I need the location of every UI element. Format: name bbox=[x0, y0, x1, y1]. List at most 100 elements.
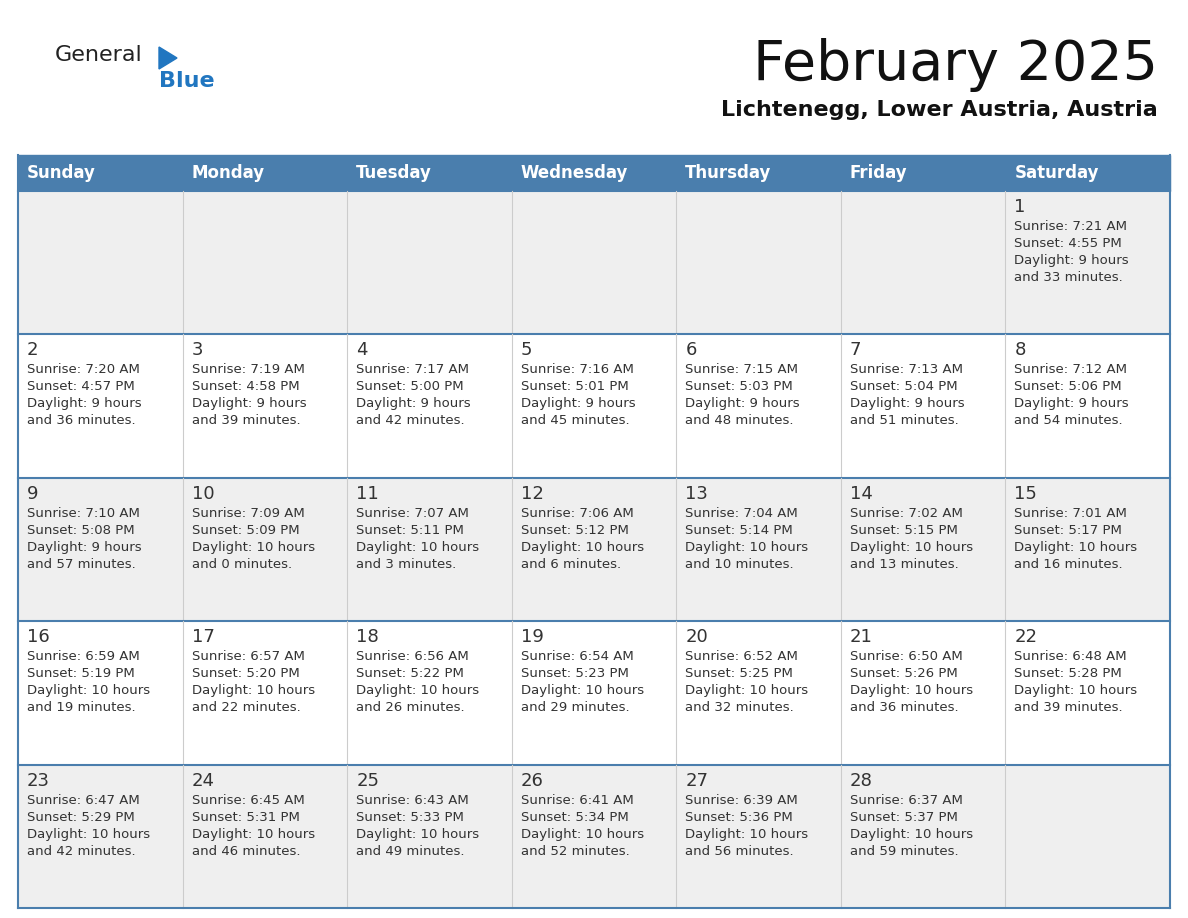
Text: Monday: Monday bbox=[191, 164, 265, 182]
Text: 10: 10 bbox=[191, 485, 214, 503]
Text: 11: 11 bbox=[356, 485, 379, 503]
Text: and 32 minutes.: and 32 minutes. bbox=[685, 701, 794, 714]
Text: Daylight: 10 hours: Daylight: 10 hours bbox=[191, 828, 315, 841]
Text: and 3 minutes.: and 3 minutes. bbox=[356, 558, 456, 571]
Text: Sunrise: 7:04 AM: Sunrise: 7:04 AM bbox=[685, 507, 798, 520]
Bar bbox=[676, 155, 841, 191]
Text: Daylight: 10 hours: Daylight: 10 hours bbox=[27, 684, 150, 697]
Text: and 57 minutes.: and 57 minutes. bbox=[27, 558, 135, 571]
Text: Sunrise: 7:02 AM: Sunrise: 7:02 AM bbox=[849, 507, 962, 520]
Text: and 16 minutes.: and 16 minutes. bbox=[1015, 558, 1123, 571]
Text: 19: 19 bbox=[520, 628, 544, 646]
Text: Daylight: 10 hours: Daylight: 10 hours bbox=[356, 684, 479, 697]
Text: 12: 12 bbox=[520, 485, 544, 503]
Text: Daylight: 10 hours: Daylight: 10 hours bbox=[1015, 541, 1138, 554]
Text: and 54 minutes.: and 54 minutes. bbox=[1015, 414, 1123, 428]
Text: Sunset: 5:36 PM: Sunset: 5:36 PM bbox=[685, 811, 794, 823]
Text: and 51 minutes.: and 51 minutes. bbox=[849, 414, 959, 428]
Text: Tuesday: Tuesday bbox=[356, 164, 432, 182]
Text: Daylight: 9 hours: Daylight: 9 hours bbox=[27, 541, 141, 554]
Text: and 49 minutes.: and 49 minutes. bbox=[356, 845, 465, 857]
Text: 21: 21 bbox=[849, 628, 873, 646]
Text: 13: 13 bbox=[685, 485, 708, 503]
Text: Sunrise: 6:52 AM: Sunrise: 6:52 AM bbox=[685, 650, 798, 663]
Text: 7: 7 bbox=[849, 341, 861, 360]
Text: and 39 minutes.: and 39 minutes. bbox=[191, 414, 301, 428]
Text: 4: 4 bbox=[356, 341, 367, 360]
Text: Sunset: 5:20 PM: Sunset: 5:20 PM bbox=[191, 667, 299, 680]
Bar bbox=[1005, 155, 1170, 191]
Bar bbox=[18, 191, 1170, 334]
Text: Sunrise: 6:54 AM: Sunrise: 6:54 AM bbox=[520, 650, 633, 663]
Bar bbox=[183, 155, 347, 191]
Text: 18: 18 bbox=[356, 628, 379, 646]
Text: and 19 minutes.: and 19 minutes. bbox=[27, 701, 135, 714]
Bar bbox=[18, 621, 1170, 765]
Bar bbox=[18, 334, 1170, 477]
Text: and 6 minutes.: and 6 minutes. bbox=[520, 558, 621, 571]
Text: Daylight: 9 hours: Daylight: 9 hours bbox=[1015, 254, 1129, 267]
Text: Daylight: 10 hours: Daylight: 10 hours bbox=[1015, 684, 1138, 697]
Text: Sunrise: 7:07 AM: Sunrise: 7:07 AM bbox=[356, 507, 469, 520]
Text: Sunrise: 7:09 AM: Sunrise: 7:09 AM bbox=[191, 507, 304, 520]
Text: 23: 23 bbox=[27, 772, 50, 789]
Text: 14: 14 bbox=[849, 485, 873, 503]
Text: Friday: Friday bbox=[849, 164, 908, 182]
Text: and 0 minutes.: and 0 minutes. bbox=[191, 558, 292, 571]
Text: February 2025: February 2025 bbox=[753, 38, 1158, 92]
Text: Sunset: 5:03 PM: Sunset: 5:03 PM bbox=[685, 380, 794, 394]
Text: Sunset: 5:28 PM: Sunset: 5:28 PM bbox=[1015, 667, 1123, 680]
Text: Sunset: 5:17 PM: Sunset: 5:17 PM bbox=[1015, 524, 1123, 537]
Text: General: General bbox=[55, 45, 143, 65]
Text: Sunrise: 7:17 AM: Sunrise: 7:17 AM bbox=[356, 364, 469, 376]
Text: Sunrise: 6:48 AM: Sunrise: 6:48 AM bbox=[1015, 650, 1127, 663]
Text: Daylight: 10 hours: Daylight: 10 hours bbox=[849, 541, 973, 554]
Text: Daylight: 10 hours: Daylight: 10 hours bbox=[191, 541, 315, 554]
Text: Sunset: 5:11 PM: Sunset: 5:11 PM bbox=[356, 524, 465, 537]
Text: Sunrise: 7:06 AM: Sunrise: 7:06 AM bbox=[520, 507, 633, 520]
Text: 25: 25 bbox=[356, 772, 379, 789]
Text: Sunrise: 6:43 AM: Sunrise: 6:43 AM bbox=[356, 793, 469, 807]
Text: Daylight: 9 hours: Daylight: 9 hours bbox=[1015, 397, 1129, 410]
Bar bbox=[841, 155, 1005, 191]
Text: Daylight: 9 hours: Daylight: 9 hours bbox=[520, 397, 636, 410]
Text: Sunset: 5:26 PM: Sunset: 5:26 PM bbox=[849, 667, 958, 680]
Text: Sunset: 5:19 PM: Sunset: 5:19 PM bbox=[27, 667, 134, 680]
Text: Sunset: 5:33 PM: Sunset: 5:33 PM bbox=[356, 811, 465, 823]
Text: and 42 minutes.: and 42 minutes. bbox=[356, 414, 465, 428]
Text: Sunset: 5:14 PM: Sunset: 5:14 PM bbox=[685, 524, 794, 537]
Text: Sunset: 4:57 PM: Sunset: 4:57 PM bbox=[27, 380, 134, 394]
Text: Daylight: 9 hours: Daylight: 9 hours bbox=[849, 397, 965, 410]
Text: and 45 minutes.: and 45 minutes. bbox=[520, 414, 630, 428]
Text: 2: 2 bbox=[27, 341, 38, 360]
Text: Sunset: 5:34 PM: Sunset: 5:34 PM bbox=[520, 811, 628, 823]
Text: Sunrise: 7:16 AM: Sunrise: 7:16 AM bbox=[520, 364, 633, 376]
Text: Sunset: 4:55 PM: Sunset: 4:55 PM bbox=[1015, 237, 1123, 250]
Text: and 33 minutes.: and 33 minutes. bbox=[1015, 271, 1123, 284]
Text: Daylight: 10 hours: Daylight: 10 hours bbox=[356, 541, 479, 554]
Text: Sunset: 4:58 PM: Sunset: 4:58 PM bbox=[191, 380, 299, 394]
Text: and 59 minutes.: and 59 minutes. bbox=[849, 845, 959, 857]
Text: Daylight: 10 hours: Daylight: 10 hours bbox=[520, 541, 644, 554]
Text: Lichtenegg, Lower Austria, Austria: Lichtenegg, Lower Austria, Austria bbox=[721, 100, 1158, 120]
Text: Sunrise: 7:15 AM: Sunrise: 7:15 AM bbox=[685, 364, 798, 376]
Text: Sunrise: 7:12 AM: Sunrise: 7:12 AM bbox=[1015, 364, 1127, 376]
Text: and 42 minutes.: and 42 minutes. bbox=[27, 845, 135, 857]
Text: Thursday: Thursday bbox=[685, 164, 772, 182]
Text: Sunrise: 7:10 AM: Sunrise: 7:10 AM bbox=[27, 507, 140, 520]
Text: 9: 9 bbox=[27, 485, 38, 503]
Text: Sunset: 5:04 PM: Sunset: 5:04 PM bbox=[849, 380, 958, 394]
Text: 27: 27 bbox=[685, 772, 708, 789]
Text: Daylight: 10 hours: Daylight: 10 hours bbox=[191, 684, 315, 697]
Text: and 26 minutes.: and 26 minutes. bbox=[356, 701, 465, 714]
Text: Sunrise: 7:01 AM: Sunrise: 7:01 AM bbox=[1015, 507, 1127, 520]
Text: Sunrise: 6:57 AM: Sunrise: 6:57 AM bbox=[191, 650, 304, 663]
Text: and 46 minutes.: and 46 minutes. bbox=[191, 845, 301, 857]
Text: 20: 20 bbox=[685, 628, 708, 646]
Text: Sunset: 5:08 PM: Sunset: 5:08 PM bbox=[27, 524, 134, 537]
Text: Sunset: 5:12 PM: Sunset: 5:12 PM bbox=[520, 524, 628, 537]
Bar bbox=[18, 477, 1170, 621]
Text: 24: 24 bbox=[191, 772, 215, 789]
Text: Sunrise: 7:21 AM: Sunrise: 7:21 AM bbox=[1015, 220, 1127, 233]
Text: Daylight: 10 hours: Daylight: 10 hours bbox=[685, 541, 808, 554]
